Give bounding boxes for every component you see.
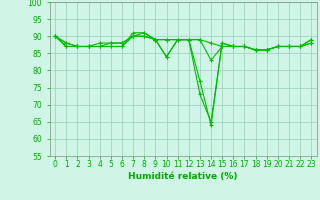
X-axis label: Humidité relative (%): Humidité relative (%) xyxy=(128,172,238,181)
